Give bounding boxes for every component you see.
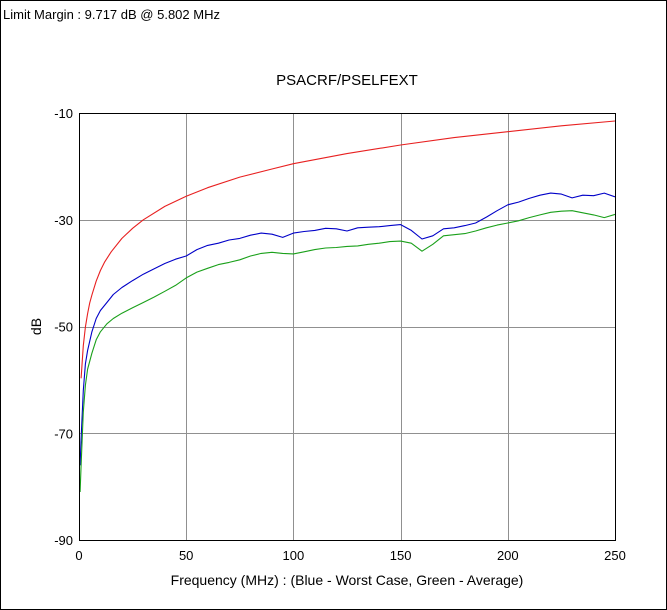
y-tick-label: -90 (54, 533, 73, 548)
average-series-line (79, 210, 615, 493)
y-axis-label: dB (28, 318, 44, 335)
x-axis-label: Frequency (MHz) : (Blue - Worst Case, Gr… (171, 572, 524, 588)
x-tick-label: 100 (283, 548, 305, 563)
chart-title: PSACRF/PSELFEXT (276, 72, 418, 89)
plot-border (79, 113, 616, 541)
x-tick-label: 0 (75, 548, 82, 563)
worst-series-line (79, 192, 615, 466)
y-tick-label: -30 (54, 213, 73, 228)
y-tick-label: -10 (54, 106, 73, 121)
y-tick-label: -50 (54, 320, 73, 335)
plot-area (79, 113, 615, 540)
limit-series-line (80, 120, 615, 379)
x-tick-label: 200 (497, 548, 519, 563)
y-tick-label: -70 (54, 426, 73, 441)
limit-margin-text: Limit Margin : 9.717 dB @ 5.802 MHz (3, 7, 220, 22)
x-tick-label: 50 (179, 548, 193, 563)
x-tick-label: 150 (390, 548, 412, 563)
x-tick-label: 250 (604, 548, 626, 563)
